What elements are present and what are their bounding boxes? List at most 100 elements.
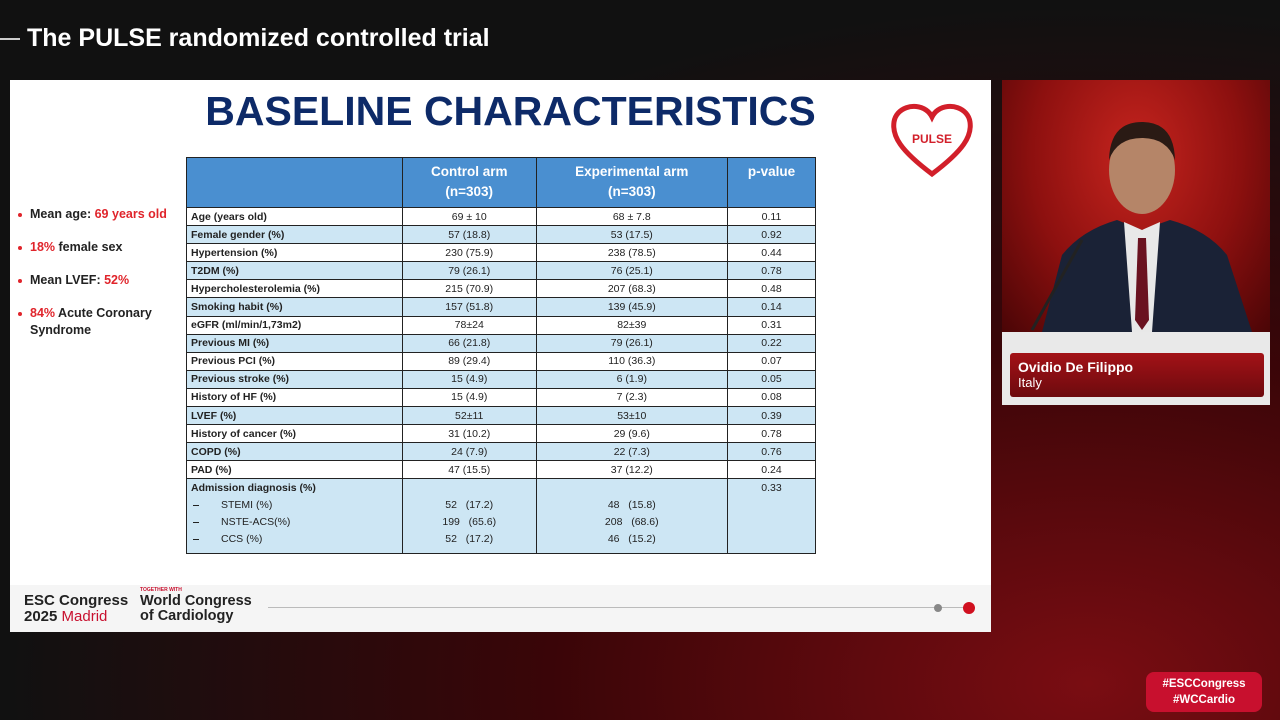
- dot[interactable]: [963, 602, 975, 614]
- sub-value: 52 (17.2): [445, 533, 494, 546]
- header-cell: Control arm (n=303): [401, 157, 537, 208]
- esc-name: ESC Congress: [24, 592, 129, 609]
- cell: 22 (7.3): [535, 442, 728, 462]
- cell: 79 (26.1): [401, 261, 537, 281]
- column-name: Control arm: [430, 164, 508, 179]
- spacer: [407, 480, 532, 497]
- dash: [193, 522, 199, 524]
- bullet: 18% female sex: [16, 239, 176, 256]
- cell: 0.78: [726, 424, 817, 444]
- pulse-logo: PULSE: [891, 104, 973, 178]
- bullet: 84% Acute Coronary Syndrome: [16, 305, 176, 339]
- esc-logo: ESC Congress 2025 Madrid: [24, 593, 128, 625]
- cell: 207 (68.3): [535, 279, 728, 299]
- cell: 0.22: [726, 333, 817, 353]
- cell: 31 (10.2): [401, 424, 537, 444]
- table-row: Previous PCI (%) 89 (29.4) 110 (36.3) 0.07: [186, 351, 817, 371]
- header-cell: Experimental arm (n=303): [535, 157, 728, 208]
- slide-title: BASELINE CHARACTERISTICS: [205, 88, 816, 134]
- table-row: eGFR (ml/min/1,73m2) 78±24 82±39 0.31: [186, 315, 817, 335]
- header-row: Control arm (n=303) Experimental arm (n=303…: [186, 157, 817, 208]
- dash: [193, 539, 199, 541]
- cell: 0.39: [726, 406, 817, 426]
- hashtag: #WCCardio: [1173, 694, 1235, 706]
- row-label: PAD (%): [186, 460, 403, 480]
- column-n: (n=303): [445, 184, 494, 199]
- speaker-name: Ovidio De Filippo: [1018, 359, 1134, 375]
- cell: 76 (25.1): [535, 261, 728, 281]
- cell: 7 (2.3): [535, 387, 728, 408]
- bullet-text: Mean LVEF:: [30, 273, 105, 287]
- group-label-cell: Admission diagnosis (%) STEMI (%) NSTE-ACS…: [186, 478, 403, 555]
- sub-label-text: STEMI (%): [221, 499, 273, 512]
- sub-value: 52 (17.2): [445, 499, 494, 512]
- bullet: Mean age: 69 years old: [16, 206, 176, 223]
- table-row: History of HF (%) 15 (4.9) 7 (2.3) 0.08: [186, 387, 817, 408]
- progress-bar[interactable]: [268, 607, 968, 608]
- row-label: Female gender (%): [186, 225, 403, 245]
- bullet-text: 84%: [30, 306, 56, 320]
- cell: 139 (45.9): [535, 297, 728, 317]
- cell: 57 (18.8): [401, 225, 537, 245]
- speaker-country: Italy: [1018, 375, 1042, 390]
- cell: 15 (4.9): [401, 387, 537, 408]
- row-label: LVEF (%): [186, 406, 403, 426]
- cell: 238 (78.5): [535, 243, 728, 263]
- table-row: Previous MI (%) 66 (21.8) 79 (26.1) 0.22: [186, 333, 817, 353]
- sub-value: 46 (15.2): [607, 533, 656, 546]
- name-bar: Ovidio De Filippo Italy: [1010, 353, 1264, 397]
- cell: 15 (4.9): [401, 369, 537, 389]
- cell: 52±11: [401, 406, 537, 426]
- hashtag: #ESCCongress: [1162, 678, 1246, 690]
- bullet: Mean LVEF: 52%: [16, 272, 176, 289]
- row-label: Hypercholesterolemia (%): [186, 279, 403, 299]
- speaker-video: Ovidio De Filippo Italy: [1002, 80, 1270, 405]
- cell: 0.08: [726, 387, 817, 408]
- row-label: Smoking habit (%): [186, 297, 403, 317]
- table-row: Previous stroke (%) 15 (4.9) 6 (1.9) 0.05: [186, 369, 817, 389]
- bullet-text: female sex: [55, 240, 123, 254]
- together: TOGETHER WITH: [140, 587, 182, 593]
- cell: 52 (17.2) 199 (65.6) 52 (17.2): [401, 478, 537, 555]
- cell: 69 ± 10: [401, 206, 537, 227]
- logo-heart: [891, 104, 973, 178]
- header-cell: p-value: [726, 157, 817, 208]
- table-row: COPD (%) 24 (7.9) 22 (7.3) 0.76: [186, 442, 817, 462]
- cell: 82±39: [535, 315, 728, 335]
- sub-value: 48 (15.8): [607, 499, 656, 512]
- column-name: Experimental arm: [575, 164, 689, 179]
- cell: 0.24: [726, 460, 817, 480]
- group-row: Admission diagnosis (%) STEMI (%) NSTE-ACS…: [186, 478, 817, 555]
- cell: 0.92: [726, 225, 817, 245]
- header-marker: [0, 38, 20, 40]
- cell: 47 (15.5): [401, 460, 537, 480]
- footer: ESC Congress 2025 Madrid TOGETHER WITH Wor…: [10, 585, 991, 632]
- cell: 0.33: [726, 478, 817, 555]
- microphone: [1030, 239, 1084, 331]
- table-body: Age (years old) 69 ± 10 68 ± 7.8 0.11 Female…: [186, 206, 817, 555]
- sub-label: STEMI (%): [191, 497, 398, 514]
- hashtags: #ESCCongress #WCCardio: [1146, 672, 1262, 712]
- sub-label: CCS (%): [191, 531, 398, 548]
- table-row: PAD (%) 47 (15.5) 37 (12.2) 0.24: [186, 460, 817, 480]
- cell: 66 (21.8): [401, 333, 537, 353]
- cell: 53 (17.5): [535, 225, 728, 245]
- cell: 24 (7.9): [401, 442, 537, 462]
- row-label: T2DM (%): [186, 261, 403, 281]
- tie: [1135, 238, 1149, 330]
- table-row: History of cancer (%) 31 (10.2) 29 (9.6) 0.…: [186, 424, 817, 444]
- esc-year: 2025: [24, 608, 58, 625]
- spacer: [541, 480, 723, 497]
- row-label: History of HF (%): [186, 387, 403, 408]
- data-table: Control arm (n=303) Experimental arm (n=303…: [186, 157, 817, 555]
- table-row: Hypertension (%) 230 (75.9) 238 (78.5) 0.44: [186, 243, 817, 263]
- cell: 48 (15.8) 208 (68.6) 46 (15.2): [535, 478, 728, 555]
- sub-value: 208 (68.6): [604, 516, 659, 529]
- table-row: Smoking habit (%) 157 (51.8) 139 (45.9) 0.1…: [186, 297, 817, 317]
- table-row: Age (years old) 69 ± 10 68 ± 7.8 0.11: [186, 206, 817, 227]
- row-label: Previous PCI (%): [186, 351, 403, 371]
- progress-dots: [934, 602, 975, 614]
- row-label: Age (years old): [186, 206, 403, 227]
